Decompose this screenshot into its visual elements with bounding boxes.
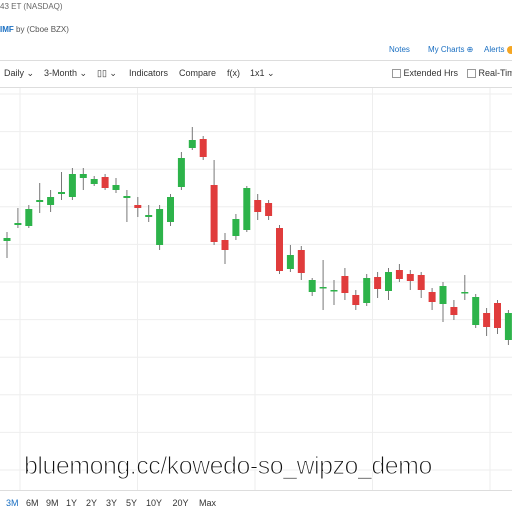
candle-body <box>232 219 240 236</box>
range-button[interactable]: 9M <box>46 498 59 508</box>
range-button[interactable]: 5Y <box>126 498 138 508</box>
layout-label: 1x1 <box>250 68 265 78</box>
candle-body <box>254 200 262 212</box>
range-button[interactable]: 2Y <box>86 498 98 508</box>
candle-body <box>385 272 392 291</box>
candle-body <box>330 290 338 292</box>
real-time-toggle[interactable]: Real-Time <box>467 68 512 79</box>
interval-menu[interactable]: Daily ⌄ <box>4 68 35 78</box>
candle-body <box>352 295 360 305</box>
range-button[interactable]: 3M <box>6 498 19 508</box>
candle-body <box>494 303 501 328</box>
candle-body <box>417 275 425 290</box>
range-button[interactable]: 20Y <box>172 498 189 508</box>
candle-body <box>210 185 218 242</box>
candle-body <box>68 174 76 197</box>
notes-button[interactable]: Notes <box>389 45 410 54</box>
candle-body <box>112 185 120 190</box>
indicators-button[interactable]: Indicators <box>129 68 169 78</box>
candle-body <box>47 197 55 205</box>
candle-body <box>145 215 153 217</box>
candle-body <box>472 297 480 325</box>
candle-body <box>265 203 273 216</box>
candle-body <box>123 196 131 198</box>
candle-body <box>101 177 109 188</box>
candle-body <box>504 313 512 340</box>
compare-button[interactable]: Compare <box>179 68 217 78</box>
candle-body <box>221 240 229 250</box>
source: by (Cboe BZX) <box>16 25 69 34</box>
candle-body <box>406 274 414 281</box>
candle-body <box>319 287 327 289</box>
alert-dot <box>506 45 512 54</box>
divider <box>0 490 512 491</box>
candle-body <box>36 200 44 202</box>
candle-body <box>395 270 403 279</box>
checkbox <box>467 69 476 79</box>
candle-body <box>90 179 98 184</box>
quote-source: IMF by (Cboe BZX) <box>0 25 69 34</box>
watermark: bluemong.cc/kowedo-so_wipzo_demo <box>24 452 433 481</box>
checkbox <box>392 69 401 79</box>
candle-body <box>134 205 142 208</box>
range-button[interactable]: 3Y <box>106 498 118 508</box>
candle-body <box>341 276 349 293</box>
extended-hours-toggle[interactable]: Extended Hrs <box>392 68 459 79</box>
chart-style-menu[interactable]: ▯▯ ⌄ <box>97 68 117 78</box>
candle-body <box>297 250 305 273</box>
range-button[interactable]: 10Y <box>146 498 163 508</box>
divider <box>0 87 512 88</box>
candle-body <box>167 197 174 222</box>
candle-body <box>177 158 185 187</box>
divider <box>0 60 512 61</box>
my-charts-button[interactable]: My Charts ⊕ <box>428 45 474 54</box>
symbol: IMF <box>0 25 14 34</box>
candle-body <box>25 209 33 226</box>
period-label: 3-Month <box>44 68 78 78</box>
my-charts-label: My Charts <box>428 45 465 54</box>
range-button[interactable]: 6M <box>26 498 39 508</box>
alerts-label: Alerts <box>484 45 505 54</box>
candle-body <box>308 280 316 292</box>
candle-body <box>3 238 11 241</box>
real-time-label: Real-Time <box>478 68 512 78</box>
candle-body <box>286 255 294 269</box>
candle-body <box>199 139 207 157</box>
alerts-button[interactable]: Alerts <box>484 45 512 54</box>
candle-body <box>428 292 436 302</box>
candle-body <box>156 209 164 245</box>
candle-body <box>461 292 469 294</box>
candle-body <box>450 307 458 315</box>
candle-body <box>483 313 491 327</box>
candle-body <box>58 192 65 194</box>
range-button[interactable]: Max <box>199 498 217 508</box>
candle-body <box>243 188 251 230</box>
candle-body <box>276 228 283 271</box>
candle-body <box>14 223 22 225</box>
interval-label: Daily <box>4 68 25 78</box>
layout-menu[interactable]: 1x1 ⌄ <box>250 68 275 78</box>
candle-body <box>79 174 87 178</box>
candle-body <box>374 277 382 289</box>
range-button[interactable]: 1Y <box>66 498 78 508</box>
exchange-time: 43 ET (NASDAQ) <box>0 2 63 11</box>
extended-hours-label: Extended Hrs <box>403 68 459 78</box>
candle-body <box>188 140 196 148</box>
candle-body <box>363 278 371 303</box>
candle-body <box>439 286 447 304</box>
fx-button[interactable]: f(x) <box>227 68 240 78</box>
period-menu[interactable]: 3-Month ⌄ <box>44 68 88 78</box>
